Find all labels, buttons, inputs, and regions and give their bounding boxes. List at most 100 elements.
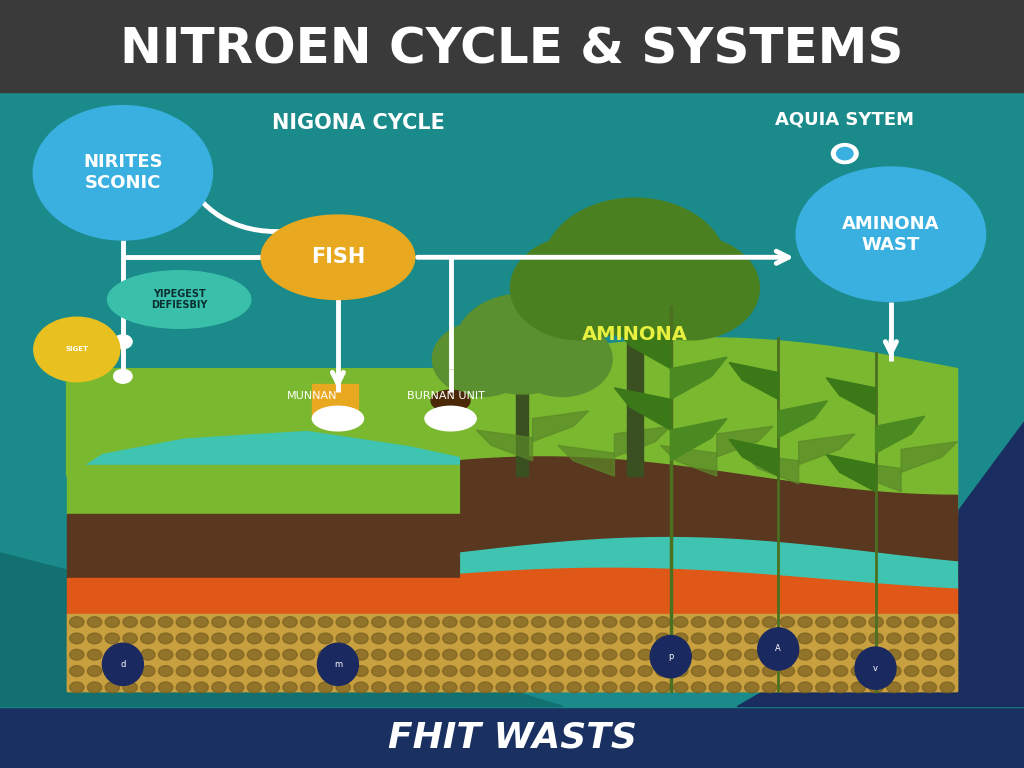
Circle shape <box>531 649 546 660</box>
Polygon shape <box>0 553 563 707</box>
Circle shape <box>105 617 120 627</box>
Circle shape <box>816 649 830 660</box>
Circle shape <box>442 666 457 677</box>
Text: SIGET: SIGET <box>66 346 88 353</box>
Circle shape <box>549 617 563 627</box>
Circle shape <box>176 633 190 644</box>
Circle shape <box>265 617 280 627</box>
Text: A: A <box>775 644 781 654</box>
Circle shape <box>229 666 244 677</box>
Circle shape <box>425 633 439 644</box>
Circle shape <box>70 682 84 693</box>
Circle shape <box>869 633 884 644</box>
Circle shape <box>621 633 635 644</box>
Circle shape <box>585 682 599 693</box>
Circle shape <box>461 682 475 693</box>
Circle shape <box>229 649 244 660</box>
Polygon shape <box>461 338 957 495</box>
Polygon shape <box>461 538 957 589</box>
Circle shape <box>744 649 759 660</box>
Circle shape <box>247 617 261 627</box>
Circle shape <box>691 633 706 644</box>
Circle shape <box>780 617 795 627</box>
Circle shape <box>70 617 84 627</box>
Circle shape <box>834 666 848 677</box>
Circle shape <box>247 649 261 660</box>
Polygon shape <box>729 362 778 399</box>
Circle shape <box>318 633 333 644</box>
Circle shape <box>212 649 226 660</box>
Circle shape <box>638 649 652 660</box>
Circle shape <box>727 617 741 627</box>
Circle shape <box>887 633 901 644</box>
Circle shape <box>354 649 369 660</box>
Circle shape <box>461 666 475 677</box>
Circle shape <box>887 682 901 693</box>
Polygon shape <box>826 378 876 415</box>
FancyBboxPatch shape <box>67 637 957 691</box>
Circle shape <box>531 617 546 627</box>
Circle shape <box>265 682 280 693</box>
Circle shape <box>301 633 315 644</box>
Circle shape <box>212 666 226 677</box>
Circle shape <box>585 617 599 627</box>
Ellipse shape <box>33 105 213 240</box>
Circle shape <box>727 666 741 677</box>
Circle shape <box>621 682 635 693</box>
Circle shape <box>638 682 652 693</box>
Circle shape <box>389 666 403 677</box>
Circle shape <box>638 666 652 677</box>
Circle shape <box>123 617 137 627</box>
Circle shape <box>837 147 853 160</box>
Circle shape <box>176 649 190 660</box>
Circle shape <box>389 682 403 693</box>
Circle shape <box>655 617 670 627</box>
Polygon shape <box>876 416 925 453</box>
Polygon shape <box>558 445 614 476</box>
Circle shape <box>780 633 795 644</box>
Circle shape <box>869 682 884 693</box>
Circle shape <box>301 649 315 660</box>
Circle shape <box>301 682 315 693</box>
Circle shape <box>638 617 652 627</box>
Circle shape <box>512 322 612 396</box>
Circle shape <box>408 666 422 677</box>
Circle shape <box>496 633 510 644</box>
Ellipse shape <box>108 271 251 329</box>
Circle shape <box>461 617 475 627</box>
Circle shape <box>621 666 635 677</box>
Circle shape <box>549 633 563 644</box>
Ellipse shape <box>855 647 896 690</box>
Circle shape <box>461 633 475 644</box>
Circle shape <box>709 617 723 627</box>
Circle shape <box>763 649 777 660</box>
Polygon shape <box>901 442 957 472</box>
Text: m: m <box>334 660 342 669</box>
Circle shape <box>372 649 386 660</box>
Circle shape <box>229 617 244 627</box>
Circle shape <box>727 682 741 693</box>
Circle shape <box>816 682 830 693</box>
Circle shape <box>514 633 528 644</box>
Polygon shape <box>614 388 671 430</box>
Circle shape <box>744 633 759 644</box>
Circle shape <box>638 633 652 644</box>
Circle shape <box>727 633 741 644</box>
Circle shape <box>887 617 901 627</box>
Circle shape <box>159 617 173 627</box>
Circle shape <box>318 666 333 677</box>
Circle shape <box>478 682 493 693</box>
Polygon shape <box>729 439 778 476</box>
Text: YIPEGEST
DEFIESBIY: YIPEGEST DEFIESBIY <box>151 289 208 310</box>
Circle shape <box>940 617 954 627</box>
Circle shape <box>114 369 132 383</box>
Circle shape <box>140 633 155 644</box>
Circle shape <box>763 617 777 627</box>
Circle shape <box>798 666 812 677</box>
Circle shape <box>456 294 589 394</box>
Circle shape <box>301 617 315 627</box>
Circle shape <box>354 666 369 677</box>
Circle shape <box>425 649 439 660</box>
Circle shape <box>247 682 261 693</box>
Ellipse shape <box>797 167 985 302</box>
